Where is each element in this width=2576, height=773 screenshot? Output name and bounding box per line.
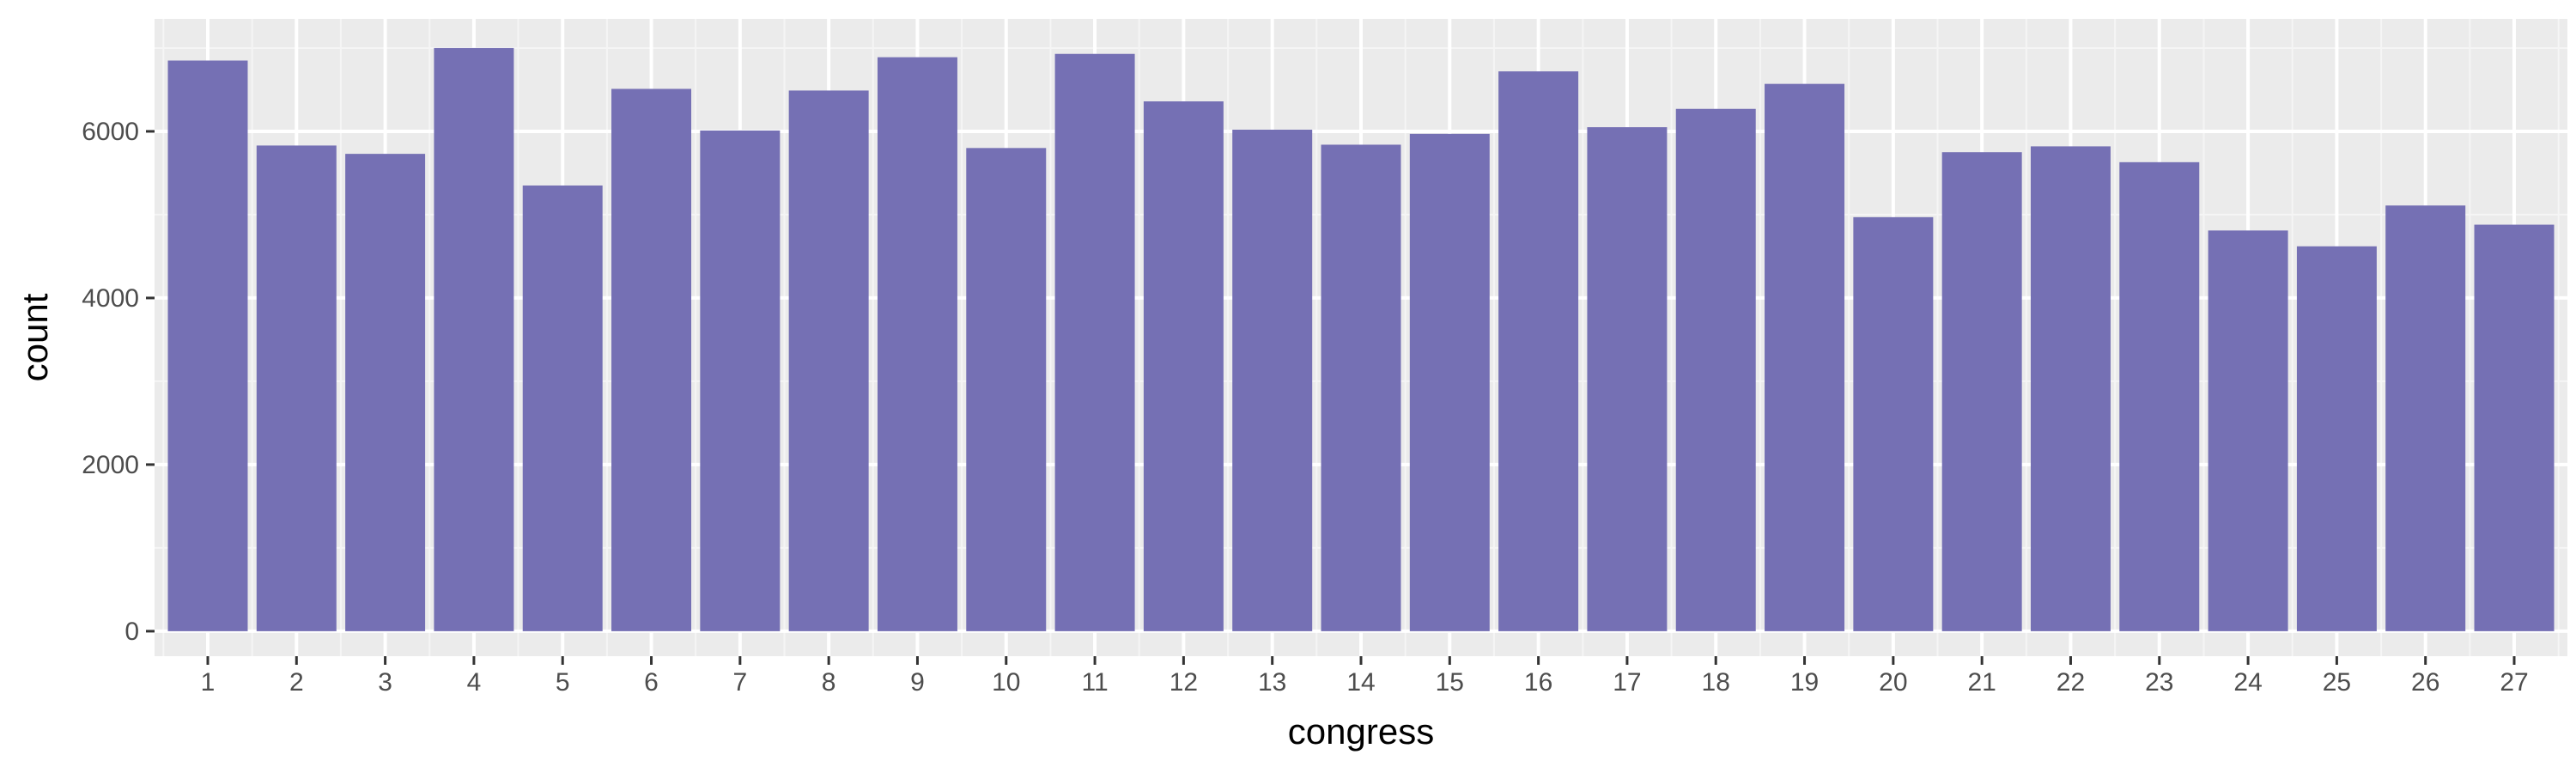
- x-tick-label: 27: [2500, 668, 2528, 697]
- x-tick-label: 4: [467, 668, 482, 697]
- x-tick-label: 8: [822, 668, 836, 697]
- y-tick-label: 6000: [82, 118, 139, 146]
- bar-12: [1143, 101, 1224, 631]
- bar-17: [1587, 127, 1668, 631]
- x-tick-label: 19: [1790, 668, 1819, 697]
- bar-2: [256, 145, 337, 631]
- x-tick-label: 22: [2057, 668, 2085, 697]
- x-tick-label: 17: [1613, 668, 1641, 697]
- bar-8: [788, 90, 869, 631]
- y-tick-label: 2000: [82, 451, 139, 479]
- bar-11: [1054, 53, 1135, 631]
- x-tick-label: 21: [1967, 668, 1996, 697]
- y-axis-title: count: [15, 293, 55, 381]
- x-tick-label: 16: [1524, 668, 1552, 697]
- bar-21: [1941, 152, 2022, 631]
- x-tick-label: 18: [1702, 668, 1730, 697]
- bars: [167, 47, 2555, 631]
- bar-5: [522, 185, 603, 631]
- bar-23: [2119, 161, 2200, 631]
- bar-1: [167, 60, 248, 631]
- x-tick-label: 1: [201, 668, 216, 697]
- bar-6: [611, 88, 692, 631]
- bar-7: [700, 130, 781, 631]
- x-tick-label: 2: [289, 668, 304, 697]
- x-tick-label: 25: [2323, 668, 2351, 697]
- bar-26: [2385, 205, 2466, 631]
- x-axis-ticks: 1 2 3 4 5 6 7 8 9 10 11 12 13 14 15 16 17 18 19 20 21 22 23 24 2…: [201, 656, 2529, 697]
- bar-19: [1765, 83, 1845, 631]
- bar-14: [1321, 144, 1401, 631]
- x-tick-label: 20: [1879, 668, 1907, 697]
- x-axis-title: congress: [1288, 711, 1434, 752]
- x-tick-label: 15: [1436, 668, 1464, 697]
- y-tick-label: 0: [125, 618, 139, 646]
- bar-27: [2474, 224, 2555, 631]
- bar-3: [345, 154, 426, 631]
- bar-10: [966, 148, 1047, 631]
- x-tick-label: 5: [556, 668, 570, 697]
- bar-16: [1498, 71, 1579, 631]
- bar-22: [2030, 146, 2111, 631]
- x-tick-label: 26: [2411, 668, 2439, 697]
- x-tick-label: 6: [644, 668, 659, 697]
- x-tick-label: 24: [2233, 668, 2262, 697]
- x-tick-label: 12: [1170, 668, 1198, 697]
- bar-9: [877, 57, 957, 631]
- x-tick-label: 23: [2145, 668, 2173, 697]
- bar-13: [1232, 130, 1313, 631]
- x-tick-label: 10: [992, 668, 1020, 697]
- y-axis-ticks: 0 2000 4000 6000: [82, 118, 155, 646]
- x-tick-label: 9: [910, 668, 925, 697]
- bar-20: [1853, 216, 1934, 631]
- bar-18: [1675, 108, 1756, 631]
- bar-25: [2296, 246, 2377, 631]
- x-tick-label: 3: [378, 668, 392, 697]
- x-tick-label: 14: [1346, 668, 1375, 697]
- x-tick-label: 13: [1258, 668, 1286, 697]
- bar-15: [1409, 133, 1490, 631]
- x-tick-label: 7: [732, 668, 747, 697]
- bar-24: [2208, 230, 2288, 631]
- y-tick-label: 4000: [82, 284, 139, 313]
- x-tick-label: 11: [1081, 668, 1108, 697]
- bar-4: [434, 47, 514, 631]
